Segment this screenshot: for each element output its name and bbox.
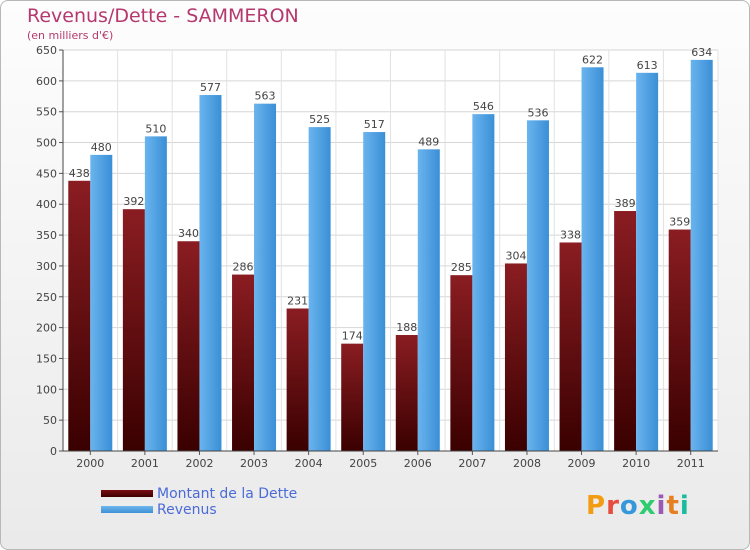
bar-debt (232, 274, 255, 451)
logo-letter: r (606, 491, 620, 521)
x-tick-label: 2008 (513, 457, 541, 470)
data-label-debt: 174 (342, 330, 363, 343)
logo-letter: i (679, 491, 690, 521)
data-label-revenus: 489 (418, 135, 439, 148)
logo-letter: x (638, 491, 657, 521)
y-tick-label: 400 (36, 198, 57, 211)
data-label-revenus: 510 (145, 122, 166, 135)
data-label-revenus: 577 (200, 81, 221, 94)
bar-debt (668, 229, 691, 451)
x-tick-label: 2000 (76, 457, 104, 470)
x-tick-label: 2010 (622, 457, 650, 470)
y-tick-label: 650 (36, 44, 57, 57)
y-tick-label: 350 (36, 229, 57, 242)
bar-revenus (472, 114, 495, 451)
data-label-debt: 304 (505, 249, 526, 262)
bar-debt (504, 263, 527, 451)
x-tick-label: 2005 (349, 457, 377, 470)
bar-revenus (526, 120, 549, 452)
bars-layer (68, 59, 713, 452)
data-label-revenus: 613 (637, 59, 658, 72)
chart-subtitle: (en milliers d'€) (27, 29, 114, 42)
data-label-debt: 188 (396, 321, 417, 334)
data-label-debt: 392 (123, 195, 144, 208)
bar-revenus (144, 136, 167, 451)
x-tick-label: 2006 (404, 457, 432, 470)
chart-title: Revenus/Dette - SAMMERON (27, 5, 299, 27)
bar-debt (614, 211, 637, 451)
logo-letter: t (666, 491, 680, 521)
x-tick-label: 2007 (458, 457, 486, 470)
bar-debt (450, 275, 473, 451)
data-label-debt: 359 (669, 216, 690, 229)
bar-revenus (581, 67, 604, 451)
x-tick-label: 2011 (677, 457, 705, 470)
y-tick-label: 300 (36, 260, 57, 273)
x-tick-label: 2003 (240, 457, 268, 470)
proxiti-logo: Proxiti (586, 491, 690, 521)
bar-debt (341, 343, 364, 451)
bar-debt (559, 242, 582, 451)
data-label-debt: 286 (233, 261, 254, 274)
x-tick-label: 2002 (185, 457, 213, 470)
bar-revenus (199, 95, 222, 451)
data-label-revenus: 525 (309, 113, 330, 126)
bar-revenus (636, 72, 659, 451)
bar-revenus (90, 154, 113, 451)
y-tick-label: 100 (36, 383, 57, 396)
bar-debt (177, 241, 200, 451)
legend-label-debt: Montant de la Dette (157, 486, 298, 502)
data-label-debt: 285 (451, 261, 472, 274)
axis-layer: 0 50 100 150 200 250 300 350 400 450 500 550 600 650 2… (36, 44, 718, 470)
bar-debt (395, 335, 418, 451)
legend-label-revenus: Revenus (157, 502, 217, 518)
bar-revenus (363, 132, 386, 451)
data-label-debt: 438 (69, 167, 90, 180)
bar-revenus (417, 149, 440, 451)
bar-debt (286, 308, 309, 451)
data-label-revenus: 634 (691, 46, 712, 59)
bar-debt (122, 209, 145, 451)
logo-letter: i (656, 491, 667, 521)
y-tick-label: 550 (36, 106, 57, 119)
y-tick-label: 600 (36, 75, 57, 88)
y-tick-label: 150 (36, 352, 57, 365)
data-label-revenus: 536 (527, 106, 548, 119)
data-label-debt: 389 (615, 197, 636, 210)
data-label-revenus: 546 (473, 100, 494, 113)
x-tick-label: 2004 (295, 457, 323, 470)
y-tick-label: 200 (36, 322, 57, 335)
data-label-revenus: 622 (582, 53, 603, 66)
bar-revenus (308, 127, 331, 451)
logo-letter: o (619, 491, 639, 521)
x-tick-label: 2001 (131, 457, 159, 470)
y-tick-label: 250 (36, 291, 57, 304)
x-tick-label: 2009 (568, 457, 596, 470)
bar-revenus (690, 59, 713, 452)
legend-swatch-debt (101, 490, 153, 497)
logo-letter: P (586, 491, 607, 521)
bar-debt (68, 180, 91, 451)
y-tick-label: 450 (36, 167, 57, 180)
data-label-revenus: 480 (91, 141, 112, 154)
y-tick-label: 500 (36, 137, 57, 150)
y-tick-label: 0 (50, 445, 57, 458)
data-label-debt: 338 (560, 228, 581, 241)
legend-swatch-revenus (101, 506, 153, 513)
y-tick-label: 50 (43, 414, 57, 427)
data-label-debt: 340 (178, 227, 199, 240)
data-label-revenus: 517 (364, 118, 385, 131)
data-label-revenus: 563 (255, 90, 276, 103)
bar-revenus (254, 103, 277, 452)
data-label-debt: 231 (287, 294, 308, 307)
grid-layer (62, 49, 719, 452)
